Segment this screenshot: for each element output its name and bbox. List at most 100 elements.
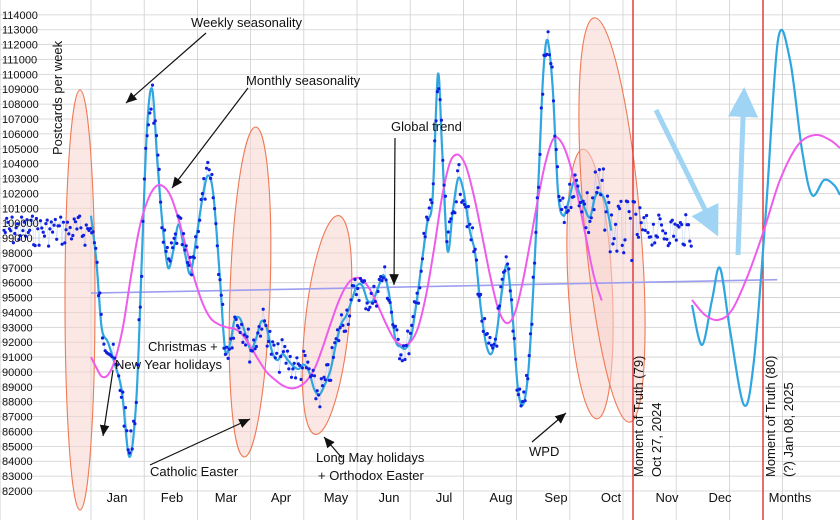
observation-link [51, 222, 53, 233]
observation-point [337, 339, 341, 343]
observation-point [524, 373, 529, 378]
y-tick-label: 106000 [2, 129, 39, 141]
observation-point [533, 261, 537, 265]
y-tick-label: 85000 [2, 441, 33, 453]
observation-point [311, 368, 315, 372]
observation-point [407, 352, 411, 356]
observation-point [433, 139, 437, 143]
observation-point [202, 177, 206, 181]
observation-point [335, 328, 340, 332]
observation-point [503, 269, 507, 273]
observation-link [653, 224, 655, 243]
observation-point [186, 261, 190, 265]
observation-point [258, 334, 263, 338]
annotation-christmas-2: New Year holidays [115, 357, 222, 372]
y-tick-label: 100000 [2, 218, 39, 230]
observation-point [298, 363, 302, 367]
observation-point [618, 207, 622, 211]
observation-point [136, 363, 140, 367]
observation-point [64, 228, 68, 232]
observation-point [45, 218, 49, 222]
observation-point [192, 256, 196, 260]
observation-point [284, 361, 288, 365]
observation-point [165, 245, 169, 250]
observation-point [295, 356, 299, 360]
observation-link [599, 169, 601, 195]
y-tick-label: 111000 [2, 54, 37, 66]
observation-link [522, 391, 524, 402]
y-tick-label: 103000 [2, 174, 39, 186]
y-tick-label: 88000 [2, 397, 33, 409]
observation-point [431, 182, 435, 186]
observation-point [447, 220, 452, 224]
observation-point [661, 229, 665, 233]
observation-link [672, 220, 674, 237]
observation-point [568, 182, 572, 186]
observation-point [73, 220, 78, 224]
y-tick-label: 105000 [2, 144, 39, 156]
observation-point [603, 228, 607, 232]
observation-link [249, 350, 252, 363]
observation-point [84, 223, 88, 227]
annotation-moment79-1: Moment of Truth (79) [631, 356, 646, 477]
observation-point [659, 223, 664, 227]
y-tick-label: 114000 [2, 10, 38, 22]
y-tick-label: 107000 [2, 114, 39, 126]
observation-point [638, 206, 642, 210]
observation-point [196, 229, 200, 234]
observation-point [520, 400, 525, 404]
observation-link [34, 218, 37, 246]
observation-point [574, 178, 579, 182]
observation-point [133, 422, 137, 426]
observation-point [589, 216, 593, 220]
observation-point [321, 384, 325, 388]
observation-point [462, 202, 466, 206]
observation-point [495, 344, 499, 348]
observation-link [468, 206, 470, 225]
observation-point [537, 185, 541, 189]
observation-point [195, 245, 199, 249]
observation-link [615, 224, 618, 252]
observation-point [443, 194, 448, 198]
observation-link [83, 235, 86, 246]
observation-point [13, 231, 17, 236]
observation-point [620, 243, 624, 247]
observation-point [395, 328, 399, 332]
observation-point [264, 323, 268, 328]
observation-link [673, 224, 676, 237]
observation-point [588, 219, 592, 223]
observation-point [507, 267, 511, 271]
observation-point [373, 299, 377, 304]
observation-point [265, 344, 269, 348]
observation-point [587, 230, 591, 235]
observation-point [472, 250, 476, 254]
observation-point [480, 319, 484, 323]
observation-point [635, 232, 639, 237]
observation-point [666, 244, 670, 248]
annotation-arrow [389, 137, 399, 286]
observation-point [508, 289, 512, 293]
observation-point [126, 448, 130, 452]
observation-point [380, 279, 384, 283]
observation-point [302, 349, 306, 353]
y-tick-label: 112000 [2, 40, 38, 52]
series-line-trend [90, 278, 778, 294]
observation-point [237, 326, 241, 330]
observation-point [541, 92, 545, 96]
observation-link [32, 216, 34, 245]
observation-point [92, 241, 96, 245]
observation-link [674, 224, 677, 241]
observation-link [48, 228, 51, 247]
observation-point [399, 353, 403, 357]
observation-point [338, 326, 342, 330]
observation-point [406, 329, 410, 333]
observation-point [271, 340, 275, 344]
observation-link [289, 356, 292, 378]
observation-point [651, 222, 656, 226]
observation-link [25, 219, 28, 237]
observation-point [551, 99, 556, 103]
observation-point [555, 165, 560, 169]
observation-point [21, 229, 25, 233]
observation-link [273, 345, 276, 358]
y-tick-label: 109000 [2, 84, 39, 96]
